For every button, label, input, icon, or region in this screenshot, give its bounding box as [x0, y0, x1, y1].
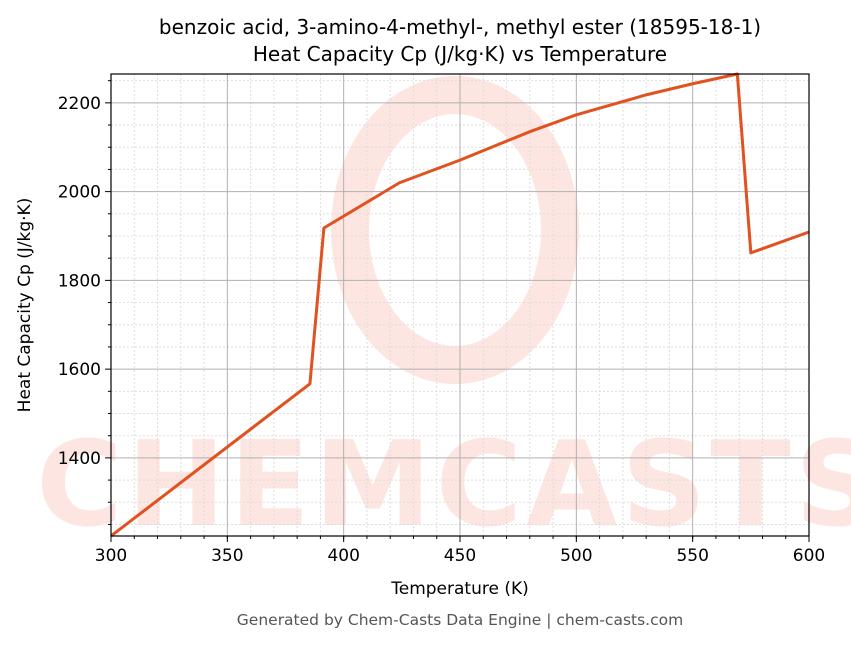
- plot-frame: [110, 73, 810, 537]
- x-tick-label: 600: [793, 546, 825, 566]
- watermark-logo: [331, 76, 579, 384]
- y-tick-label: 2200: [58, 94, 101, 114]
- chart-title: benzoic acid, 3-amino-4-methyl-, methyl …: [159, 15, 761, 39]
- watermark-text: CHEMCASTS: [36, 415, 851, 553]
- series-line: [110, 72, 810, 538]
- y-tick-label: 1800: [58, 271, 101, 291]
- x-tick-label: 400: [327, 546, 359, 566]
- footer-credit: Generated by Chem-Casts Data Engine | ch…: [237, 611, 683, 629]
- chart-subtitle: Heat Capacity Cp (J/kg·K) vs Temperature: [253, 42, 667, 66]
- y-tick-label: 1400: [58, 449, 101, 469]
- x-tick-label: 350: [211, 546, 243, 566]
- x-tick-label: 550: [676, 546, 708, 566]
- x-tick-label: 500: [560, 546, 592, 566]
- y-tick-label: 1600: [58, 360, 101, 380]
- y-tick-label: 2000: [58, 183, 101, 203]
- watermark: CHEMCASTS: [36, 76, 851, 553]
- x-tick-label: 450: [444, 546, 476, 566]
- y-axis-label: Heat Capacity Cp (J/kg·K): [15, 198, 35, 413]
- x-tick-label: 300: [95, 546, 127, 566]
- x-axis-label: Temperature (K): [390, 579, 529, 599]
